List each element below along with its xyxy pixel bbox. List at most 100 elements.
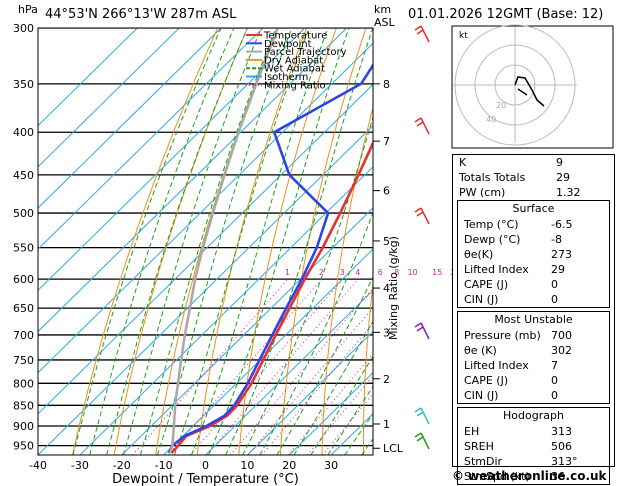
row-label: Pressure (mb) — [464, 329, 541, 342]
wet-adiabat-line — [259, 211, 373, 455]
isotherm-line — [205, 289, 373, 455]
row-label: CIN (J) — [464, 293, 499, 306]
wet-adiabat-line — [310, 355, 373, 455]
legend-label: Mixing Ratio — [264, 80, 326, 91]
table-row: θe(K) 273 — [458, 247, 609, 262]
row-value: 0 — [551, 293, 558, 306]
table-row: StmSpd (kt) 36 — [458, 469, 609, 484]
legend-label: Parcel Trajectory — [264, 47, 347, 58]
mixing-ratio-label: 6 — [378, 268, 383, 277]
row-value: -8 — [551, 233, 562, 246]
legend-label: Wet Adiabat — [264, 64, 325, 75]
wet-adiabat-line — [156, 28, 293, 455]
isotherm-line — [38, 83, 373, 415]
wind-barb — [414, 25, 430, 43]
hodograph-trace — [514, 76, 545, 107]
wet-adiabat-line — [208, 28, 350, 455]
wet-adiabat-line — [89, 28, 235, 455]
surface-box: Surface Temp (°C) -6.5 Dewp (°C) -8 θe(K) 273… — [457, 200, 610, 308]
pressure-tick-label: 450 — [13, 169, 34, 182]
wet-adiabat-line — [122, 28, 262, 455]
dry-adiabat-line — [623, 28, 629, 455]
pressure-tick-label: 700 — [13, 329, 34, 342]
isotherm-line — [163, 248, 373, 455]
hodograph-ring-label: 40 — [486, 115, 496, 124]
isotherm-line — [38, 28, 138, 127]
temperature-tick-label: -40 — [29, 459, 47, 472]
most-unstable-box: Most Unstable Pressure (mb) 700 θe (K) 302 L… — [457, 311, 610, 404]
datetime-title: 01.01.2026 12GMT (Base: 12) — [408, 7, 604, 22]
pressure-tick-label: 850 — [13, 399, 34, 412]
mixing-ratio-label: 15 — [432, 268, 442, 277]
legend-label: Isotherm — [264, 72, 308, 83]
wind-barb — [414, 407, 430, 425]
table-row: SREH 506 — [458, 439, 609, 454]
temperature-tick-label: -20 — [113, 459, 131, 472]
mixing-ratio-line — [247, 306, 373, 455]
km-tick-label: 1 — [383, 418, 390, 431]
temperature-tick-label: -30 — [71, 459, 89, 472]
table-row: PW (cm) 1.32 — [453, 185, 614, 200]
table-row: EH 313 — [458, 424, 609, 439]
isotherm-line — [38, 124, 373, 455]
mixing-ratio-line — [206, 278, 359, 455]
isotherm-line — [38, 42, 373, 374]
pressure-tick-label: 650 — [13, 302, 34, 315]
mixing-ratio-label: 1 — [285, 268, 290, 277]
location-title: 44°53'N 266°13'W 287m ASL — [45, 7, 237, 22]
hodograph-box: Hodograph EH 313 SREH 506 StmDir 313° StmSpd (… — [457, 407, 610, 485]
isotherm-line — [247, 330, 373, 455]
pressure-tick-label: 550 — [13, 242, 34, 255]
copyright: © weatheronline.co.uk — [452, 469, 607, 483]
row-value: 302 — [551, 344, 572, 357]
km-tick-label: LCL — [383, 442, 404, 455]
wind-barb — [414, 432, 430, 450]
km-tick-label: 2 — [383, 373, 390, 386]
row-value: 7 — [551, 359, 558, 372]
row-value: 9 — [556, 156, 563, 169]
table-row: CAPE (J) 0 — [458, 373, 609, 388]
temperature-tick-label: -10 — [155, 459, 173, 472]
row-value: 29 — [556, 171, 570, 184]
isotherm-line — [288, 371, 373, 455]
storm-motion-vector — [517, 88, 528, 96]
isotherm-line — [121, 207, 373, 455]
dry-adiabat-line — [404, 28, 455, 455]
dry-adiabat-line — [113, 28, 248, 455]
mixing-ratio-axis-title: Mixing Ratio (g/kg) — [387, 236, 400, 340]
row-value: 1.32 — [556, 186, 581, 199]
row-value: 36 — [551, 470, 565, 483]
wet-adiabat-line — [173, 28, 310, 455]
temperature-tick-label: 10 — [240, 459, 254, 472]
dry-adiabat-line — [196, 28, 308, 455]
wet-adiabat-line — [225, 28, 373, 455]
pressure-tick-label: 800 — [13, 377, 34, 390]
km-tick-label: 8 — [383, 78, 390, 91]
row-label: SREH — [464, 440, 494, 453]
table-row: Dewp (°C) -8 — [458, 232, 609, 247]
isotherm-line — [38, 28, 180, 168]
surface-title: Surface — [512, 202, 555, 215]
indices-panel: K 9 Totals Totals 29 PW (cm) 1.32 Surface Tem… — [452, 154, 615, 485]
row-label: CIN (J) — [464, 389, 499, 402]
table-row: CAPE (J) 0 — [458, 277, 609, 292]
row-value: 0 — [551, 389, 558, 402]
row-label: CAPE (J) — [464, 278, 509, 291]
km-tick-label: 3 — [383, 326, 390, 339]
row-label: EH — [464, 425, 480, 438]
mixing-ratio-line — [230, 287, 373, 455]
row-value: 313° — [551, 455, 578, 468]
hodograph-ring-label: 20 — [496, 101, 506, 110]
row-label: θe(K) — [464, 248, 494, 261]
hodograph-frame — [451, 25, 614, 149]
wet-adiabat-line — [293, 320, 373, 455]
row-label: CAPE (J) — [464, 374, 509, 387]
table-row: Lifted Index 29 — [458, 262, 609, 277]
row-value: 700 — [551, 329, 572, 342]
mixing-ratio-label: 3 — [340, 268, 345, 277]
wet-adiabat-line — [276, 275, 373, 455]
dry-adiabat-line — [238, 28, 337, 455]
table-row: Pressure (mb) 700 — [458, 328, 609, 343]
row-value: -6.5 — [551, 218, 573, 231]
